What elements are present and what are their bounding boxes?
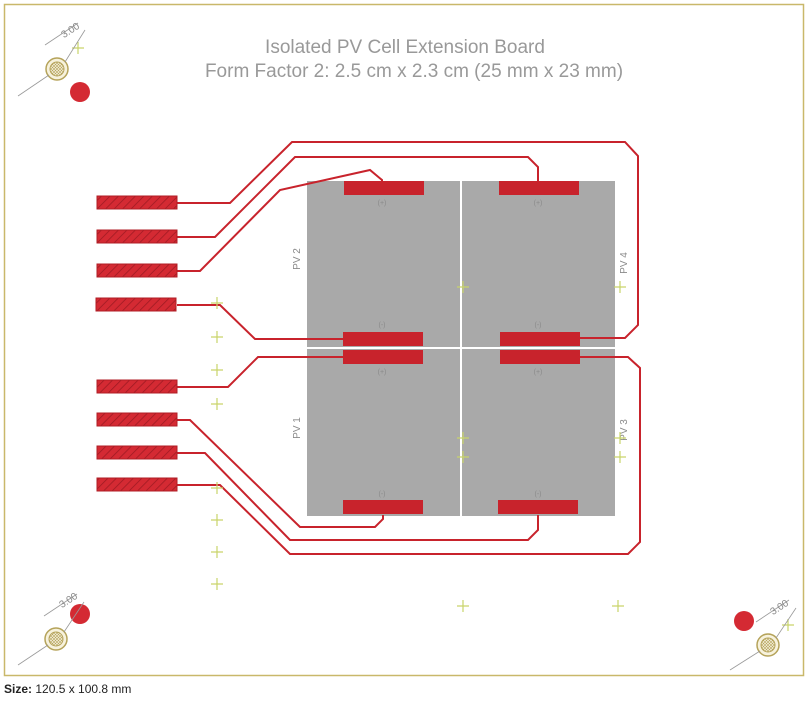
size-value: 120.5 x 100.8 mm	[35, 682, 132, 696]
fiducial	[70, 82, 90, 102]
pv-cell-array	[307, 181, 615, 516]
pv4-label: PV 4	[619, 252, 630, 274]
pv2-label: PV 2	[292, 248, 303, 270]
pv4-minus-pad	[500, 332, 580, 346]
pv1-plus-label: (+)	[378, 369, 387, 376]
pv1-label: PV 1	[292, 417, 303, 439]
board-size-info: Size: 120.5 x 100.8 mm	[4, 682, 131, 696]
pv3-minus-pad	[498, 500, 578, 514]
pv-cell-4	[462, 181, 615, 347]
fiducial	[734, 611, 754, 631]
pv4-plus-pad	[499, 181, 579, 195]
connector-pad	[96, 477, 178, 492]
pv2-minus-label: (-)	[379, 322, 386, 329]
pv2-minus-pad	[343, 332, 423, 346]
origin-markers	[72, 42, 794, 631]
fiducials	[70, 82, 754, 631]
pv2-plus-pad	[344, 181, 424, 195]
pv1-plus-pad	[343, 350, 423, 364]
connector-pad	[96, 379, 178, 394]
pv4-minus-label: (-)	[535, 322, 542, 329]
connector-pads	[95, 195, 178, 492]
pv1-minus-pad	[343, 500, 423, 514]
connector-pad	[96, 445, 178, 460]
copper-traces	[177, 141, 641, 555]
pv-cell-3	[462, 349, 615, 516]
connector-pad	[96, 229, 178, 244]
pv2-plus-label: (+)	[378, 200, 387, 207]
pv4-plus-label: (+)	[534, 200, 543, 207]
pv3-minus-label: (-)	[535, 491, 542, 498]
fiducial	[70, 604, 90, 624]
pv-cell-1	[307, 349, 460, 516]
pv3-plus-label: (+)	[534, 369, 543, 376]
pcb-layout: Isolated PV Cell Extension Board Form Fa…	[3, 3, 805, 677]
cell-pads	[343, 181, 580, 514]
pv3-plus-pad	[500, 350, 580, 364]
connector-pad	[96, 263, 178, 278]
connector-pad	[95, 297, 177, 312]
pv1-minus-label: (-)	[379, 491, 386, 498]
board-subtitle: Form Factor 2: 2.5 cm x 2.3 cm (25 mm x …	[205, 61, 623, 82]
board-title: Isolated PV Cell Extension Board	[265, 37, 545, 58]
pv3-label: PV 3	[619, 419, 630, 441]
pv-cell-2	[307, 181, 460, 347]
connector-pad	[96, 412, 178, 427]
connector-pad	[96, 195, 178, 210]
size-label: Size:	[4, 682, 33, 696]
